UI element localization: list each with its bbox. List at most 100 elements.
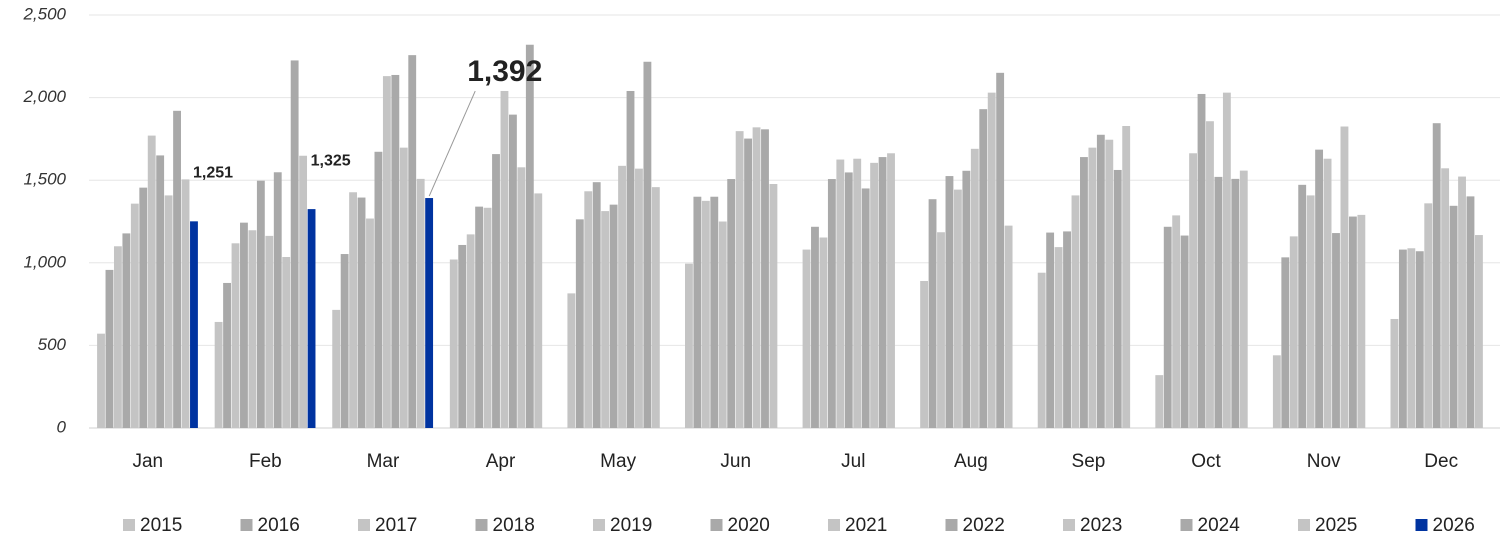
bar <box>139 187 148 428</box>
bar <box>290 60 299 429</box>
bar <box>1348 216 1357 428</box>
bar <box>1407 248 1416 428</box>
data-label: 1,325 <box>311 152 351 169</box>
bar <box>130 203 139 428</box>
legend-swatch <box>123 519 135 531</box>
data-label: 1,251 <box>193 165 233 182</box>
bar <box>408 55 417 428</box>
bar <box>374 151 383 429</box>
bar <box>601 211 610 428</box>
bar <box>1432 123 1441 429</box>
bar <box>1424 203 1433 428</box>
bar <box>366 218 374 428</box>
bar <box>853 158 862 428</box>
legend-label: 2016 <box>258 515 300 536</box>
bar <box>827 179 836 428</box>
legend-label: 2015 <box>140 515 182 536</box>
x-tick-label: Jun <box>720 451 751 472</box>
bar <box>181 179 190 428</box>
bar <box>1449 205 1458 428</box>
bar <box>449 259 458 428</box>
bar <box>1231 178 1240 428</box>
y-tick-label: 0 <box>57 417 67 436</box>
bar <box>416 178 425 428</box>
bar <box>1155 375 1164 428</box>
bar <box>483 207 492 428</box>
bar <box>307 209 316 428</box>
bar <box>1441 168 1450 428</box>
bar <box>1206 121 1214 428</box>
bar <box>819 237 828 428</box>
legend-label: 2026 <box>1433 515 1475 536</box>
legend-label: 2022 <box>963 515 1005 536</box>
bar <box>744 138 753 429</box>
bar <box>1080 157 1088 428</box>
legend-swatch <box>828 519 840 531</box>
bar <box>962 170 971 428</box>
bar <box>1180 235 1189 428</box>
bar <box>466 234 475 428</box>
bar <box>1272 355 1281 428</box>
bar <box>1214 176 1223 428</box>
legend-label: 2019 <box>610 515 652 536</box>
bar <box>508 114 517 428</box>
bar <box>887 153 895 428</box>
bar <box>1332 233 1340 428</box>
bar <box>1105 139 1114 428</box>
bar <box>349 192 358 428</box>
x-tick-label: Mar <box>367 451 400 472</box>
bar <box>357 197 366 428</box>
bar <box>1088 147 1097 429</box>
bar <box>626 90 635 428</box>
bar <box>618 165 626 428</box>
bar <box>282 257 291 428</box>
x-tick-label: Dec <box>1424 451 1458 472</box>
bar <box>190 221 198 428</box>
bar <box>458 244 467 428</box>
bar <box>575 219 584 428</box>
bar <box>937 232 945 428</box>
bar <box>1289 236 1298 428</box>
bar <box>987 92 996 429</box>
bar <box>802 249 811 428</box>
bar <box>492 154 500 429</box>
bar <box>97 333 105 428</box>
bar <box>1172 215 1181 428</box>
bar <box>332 309 341 428</box>
legend-label: 2018 <box>493 515 535 536</box>
legend-label: 2025 <box>1315 515 1357 536</box>
legend-swatch <box>1415 519 1428 531</box>
bar <box>1315 149 1324 428</box>
bar <box>861 188 870 428</box>
bar <box>382 76 391 429</box>
bar <box>970 148 979 428</box>
bar <box>1113 169 1122 429</box>
bar <box>231 243 240 428</box>
bar <box>1306 195 1315 428</box>
bar <box>1340 126 1349 428</box>
bar <box>953 189 962 428</box>
bar <box>425 198 434 428</box>
bar <box>164 195 173 428</box>
bar <box>945 176 954 428</box>
bar <box>878 157 887 428</box>
bar <box>1054 247 1063 428</box>
bar <box>156 155 165 429</box>
bar <box>584 191 593 428</box>
bar <box>718 221 727 428</box>
bar <box>147 135 156 428</box>
bar <box>811 226 819 428</box>
bar <box>1458 176 1466 428</box>
bar <box>534 193 543 428</box>
bar <box>500 90 509 428</box>
bar <box>113 246 122 428</box>
bar <box>1222 92 1231 429</box>
bar <box>1063 231 1071 428</box>
bar <box>928 199 937 428</box>
y-tick-label: 1,000 <box>23 252 66 271</box>
legend-swatch <box>1298 519 1310 531</box>
bar <box>1298 184 1307 428</box>
bar <box>979 109 988 428</box>
legend-label: 2024 <box>1198 515 1241 536</box>
bar <box>105 269 114 428</box>
